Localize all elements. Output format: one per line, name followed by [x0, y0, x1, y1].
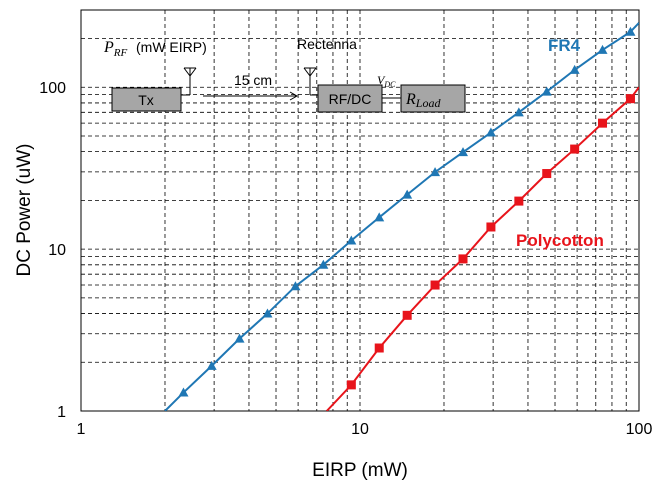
prf-sub: RF [113, 47, 128, 59]
data-point-triangle [318, 259, 329, 269]
data-point-triangle [430, 167, 441, 177]
plot-frame [80, 9, 640, 412]
data-point-triangle [402, 189, 413, 199]
data-point-triangle [178, 387, 189, 397]
data-point-square [486, 222, 496, 232]
data-point-square [542, 169, 552, 179]
data-point-triangle [625, 26, 636, 36]
data-point-triangle [541, 86, 552, 96]
series-group [164, 22, 639, 411]
series-label-fr4: FR4 [548, 36, 581, 55]
data-point-square [346, 380, 356, 390]
data-point-triangle [597, 44, 608, 54]
prf-unit-label: (mW EIRP) [136, 39, 207, 55]
data-point-square [430, 280, 440, 290]
data-point-square [374, 343, 384, 353]
rload-sub: Load [415, 96, 442, 110]
data-point-square [458, 254, 468, 264]
data-point-triangle [234, 333, 245, 343]
series-polycotton [326, 86, 639, 411]
series-fr4 [164, 22, 639, 411]
x-tick-label: 1 [77, 421, 86, 438]
rload-box [400, 84, 466, 113]
y-tick-label: 1 [57, 404, 66, 421]
rectenna-antenna-icon [303, 67, 318, 96]
data-point-triangle [290, 281, 301, 291]
data-point-square [514, 196, 524, 206]
prf-main: P [103, 39, 114, 56]
x-tick-label: 100 [626, 421, 653, 438]
y-tick-label: 10 [48, 242, 66, 259]
data-point-square [625, 94, 635, 104]
series-label-polycotton: Polycotton [516, 231, 604, 250]
rectenna-label: Rectenna [297, 36, 357, 52]
grid [81, 10, 639, 411]
tick-labels: 1 10 100 1 10 100 [39, 80, 652, 438]
data-point-triangle [206, 360, 217, 370]
x-tick-label: 10 [351, 421, 369, 438]
distance-label: 15 cm [234, 72, 272, 88]
y-tick-label: 100 [39, 80, 66, 97]
y-axis-label: DC Power (uW) [14, 143, 35, 276]
data-point-triangle [513, 107, 524, 117]
data-point-triangle [458, 147, 469, 157]
tx-box [111, 87, 182, 112]
data-point-triangle [346, 235, 357, 245]
rfdc-label: RF/DC [329, 91, 372, 107]
rload-main: R [405, 91, 416, 108]
propagation-arrow-icon [203, 91, 299, 101]
block-diagram: PRF (mW EIRP) Rectenna Tx 15 cm [103, 36, 466, 113]
rload-label: RLoad [405, 91, 441, 110]
tx-label: Tx [138, 92, 154, 108]
tx-antenna-icon [180, 67, 197, 96]
data-point-triangle [485, 127, 496, 137]
x-axis-label: EIRP (mW) [312, 460, 408, 481]
data-point-triangle [569, 64, 580, 74]
prf-label: PRF [103, 39, 128, 59]
data-point-square [402, 310, 412, 320]
vdc-sub: DC [383, 80, 396, 89]
data-point-square [598, 118, 608, 128]
data-point-square [570, 144, 580, 154]
plot-area [81, 10, 639, 411]
vdc-main: V [377, 73, 386, 87]
data-point-triangle [374, 212, 385, 222]
rfdc-box [317, 84, 383, 113]
vdc-label: VDC [377, 73, 396, 89]
data-point-triangle [262, 308, 273, 318]
